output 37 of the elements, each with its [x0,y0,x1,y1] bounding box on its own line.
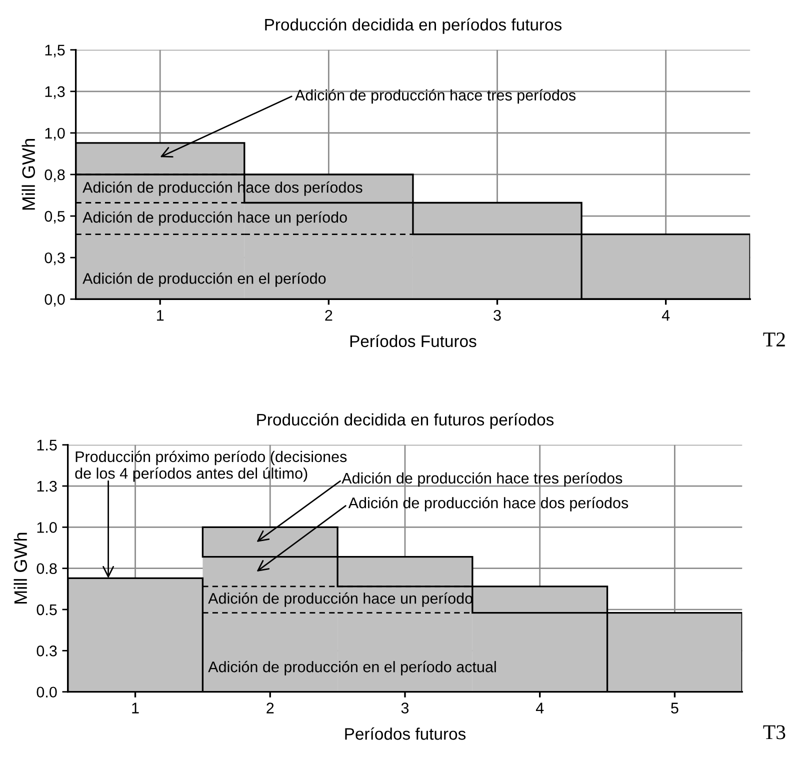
text: Adición de producción hace tres períodos [342,472,622,487]
y-tick-label: 1.3 [37,480,57,492]
text: Adición de producción hace tres períodos [294,89,576,104]
y-axis-title: Mill GWh [14,532,28,604]
series-label: Adición de producción en el período [82,272,326,287]
text: T3 [763,725,786,740]
y-tick-label: 0,5 [44,210,65,224]
text: Adición de producción hace dos períodos [348,496,628,512]
y-tick-label: 0.3 [36,646,57,656]
y-tick-label: 1,5 [45,44,65,58]
x-tick-label: 3 [494,310,501,321]
x-tick-label: 3 [401,702,409,714]
text: T2 [763,332,785,346]
x-tick-label: 1 [132,702,139,714]
y-tick-label: 0,3 [44,252,65,266]
y-tick-label: 0.8 [36,563,57,574]
y-tick-label: 1,3 [45,86,65,99]
x-tick-label: 4 [536,702,544,714]
x-axis-title: Períodos Futuros [350,334,476,348]
y-axis-title: Mill GWh [22,139,36,210]
x-tick-label: 5 [671,702,678,714]
series-label: Adición de producción en el período actual [208,660,496,676]
y-tick-label: 0.5 [36,604,57,616]
chart-title: Producción decidida en períodos futuros [265,18,562,34]
chart-title: Producción decidida en futuros períodos [257,413,554,429]
y-tick-label: 1.0 [37,522,57,533]
x-tick-label: 1 [157,310,164,321]
x-tick-label: 2 [325,310,332,321]
y-tick-label: 1.5 [37,440,57,451]
y-tick-label: 0.0 [36,686,57,698]
y-tick-label: 0,0 [44,294,65,307]
y-tick-label: 1,0 [45,128,65,140]
x-tick-label: 4 [662,310,670,321]
series-label: Adición de producción hace un período [82,211,347,226]
y-tick-label: 0,8 [44,169,65,182]
x-tick-label: 2 [266,702,274,714]
x-axis-title: Períodos futuros [345,727,466,740]
